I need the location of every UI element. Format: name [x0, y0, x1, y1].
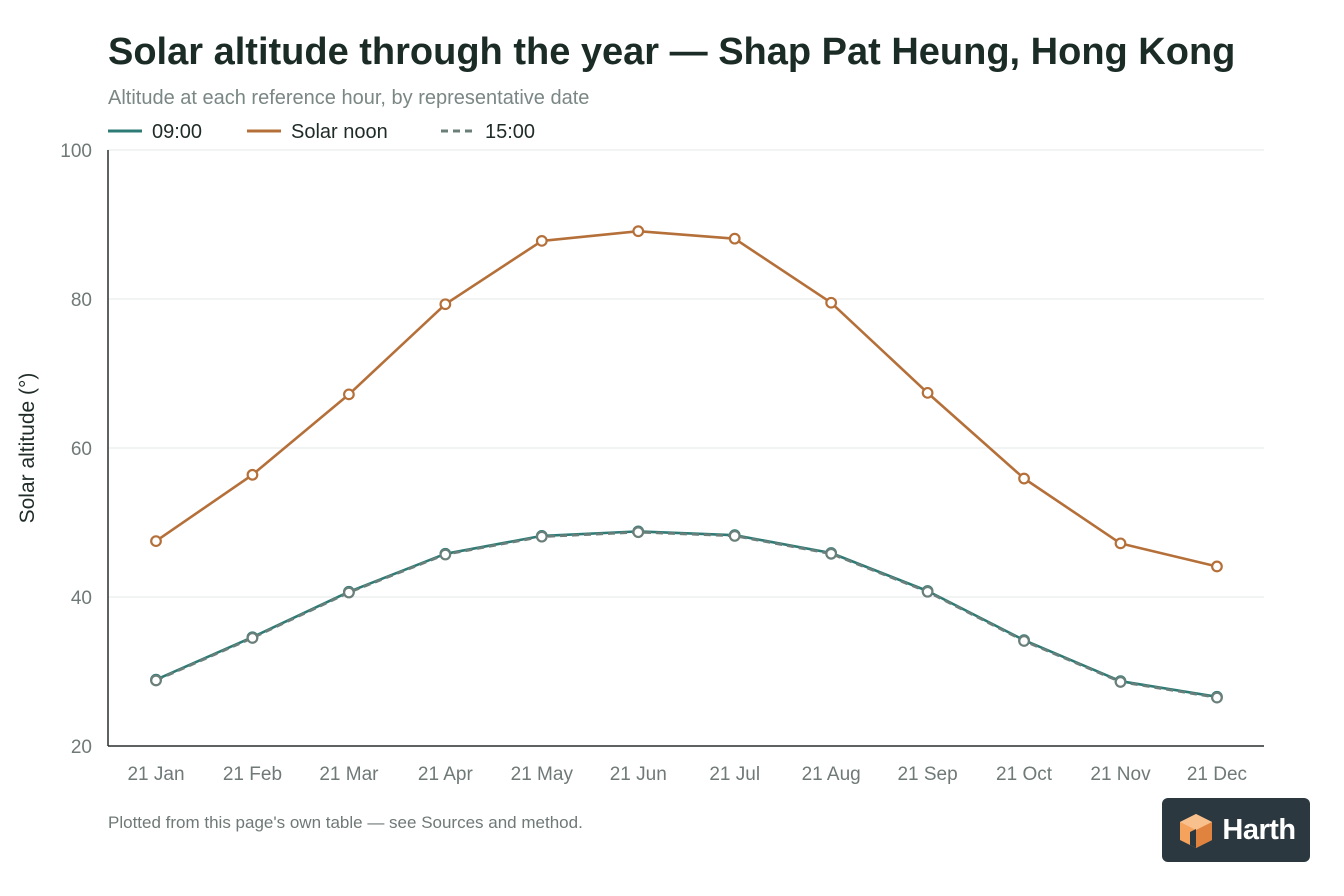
x-tick-label: 21 Mar	[319, 764, 379, 785]
series-line	[155, 530, 1218, 699]
legend-item: Solar noon	[247, 121, 388, 143]
x-tick-label: 21 Nov	[1090, 764, 1151, 785]
x-tick-label: 21 Jun	[610, 764, 667, 785]
axes	[107, 150, 1264, 747]
data-point	[1211, 560, 1223, 573]
series-solar-noon	[150, 225, 1223, 573]
data-point	[343, 388, 355, 401]
series-15-00	[150, 526, 1223, 704]
data-point	[1018, 472, 1030, 485]
legend-item: 09:00	[108, 121, 202, 143]
x-tick-label: 21 May	[511, 764, 574, 785]
data-point	[343, 586, 355, 599]
data-point	[1114, 676, 1127, 688]
y-tick-labels: 20 40 60 80 100	[60, 141, 92, 758]
legend-item: 15:00	[441, 121, 535, 143]
data-point	[632, 225, 645, 238]
house-cube-icon	[1180, 814, 1213, 848]
footnote: Plotted from this page's own table — see…	[108, 813, 583, 832]
data-point	[1114, 537, 1127, 550]
data-point	[439, 298, 452, 311]
brand-name: Harth	[1222, 813, 1296, 846]
chart-title: Solar altitude through the year — Shap P…	[108, 31, 1235, 73]
data-point	[825, 296, 838, 309]
data-point	[728, 530, 741, 542]
chart-subtitle: Altitude at each reference hour, by repr…	[108, 87, 589, 109]
brand-logo: Harth	[1162, 798, 1310, 862]
grid-lines	[108, 149, 1264, 598]
x-tick-label: 21 Aug	[802, 764, 861, 785]
series-09-00	[150, 525, 1223, 703]
y-tick-label: 100	[60, 141, 92, 162]
x-tick-label: 21 Jul	[709, 764, 760, 785]
data-point	[150, 535, 162, 548]
x-tick-label: 21 Sep	[897, 764, 957, 785]
series-line	[155, 229, 1218, 568]
x-tick-label: 21 Oct	[996, 764, 1053, 785]
y-tick-label: 20	[71, 737, 92, 758]
x-tick-label: 21 Feb	[223, 764, 282, 785]
legend-label: Solar noon	[291, 121, 388, 143]
series-group	[150, 225, 1223, 704]
data-point	[921, 585, 934, 598]
legend-label: 15:00	[485, 121, 535, 143]
y-tick-label: 80	[71, 290, 92, 311]
data-point	[825, 547, 838, 560]
data-point	[1211, 691, 1223, 704]
data-point	[246, 632, 259, 644]
legend-label: 09:00	[152, 121, 202, 143]
y-tick-label: 40	[71, 588, 92, 609]
series-line	[155, 530, 1218, 699]
data-point	[150, 674, 162, 687]
data-point	[632, 526, 645, 539]
data-point	[439, 548, 452, 561]
legend: 09:00 Solar noon 15:00	[108, 121, 535, 143]
data-point	[246, 468, 259, 481]
data-point	[921, 386, 934, 399]
y-axis-label: Solar altitude (°)	[16, 373, 39, 524]
data-point	[535, 530, 548, 543]
x-tick-label: 21 Jan	[127, 764, 184, 785]
data-point	[1018, 635, 1030, 647]
x-tick-label: 21 Apr	[418, 764, 474, 785]
data-point	[535, 234, 548, 247]
x-tick-label: 21 Dec	[1187, 764, 1247, 785]
y-tick-label: 60	[71, 439, 92, 460]
x-tick-labels: 21 Jan 21 Feb 21 Mar 21 Apr 21 May 21 Jun 21 J…	[127, 764, 1247, 785]
data-point	[728, 232, 741, 245]
